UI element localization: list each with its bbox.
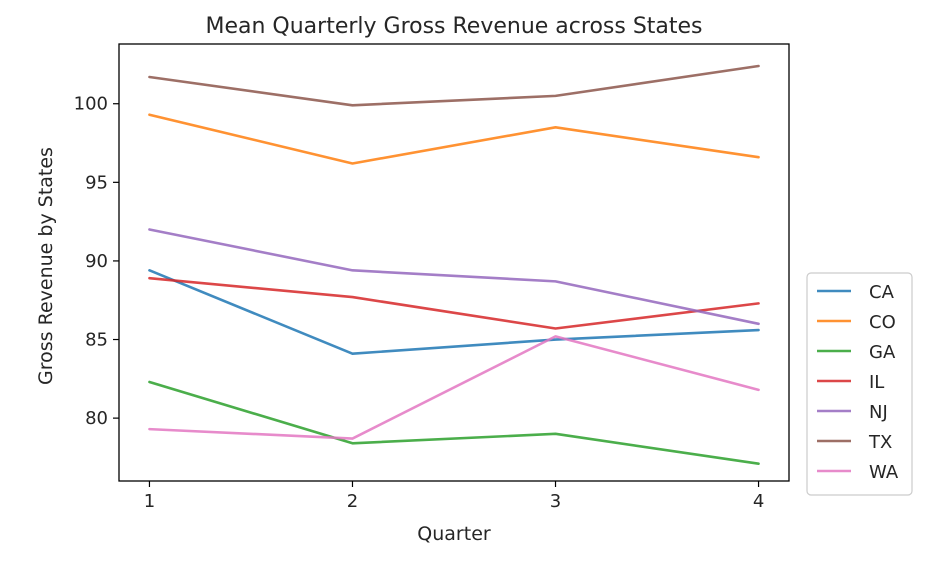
- legend-frame: [806, 272, 913, 496]
- chart-title: Mean Quarterly Gross Revenue across Stat…: [205, 14, 702, 39]
- y-tick-label: 80: [85, 408, 108, 429]
- x-tick-label: 1: [144, 491, 155, 512]
- legend-label-ca: CA: [869, 282, 895, 303]
- legend: CA CO GA IL NJ TX WA: [806, 272, 913, 496]
- legend-label-nj: NJ: [869, 402, 888, 423]
- series-line-ca: [148, 269, 760, 355]
- axes-frame: [118, 43, 790, 482]
- series-line-wa: [148, 335, 760, 440]
- legend-label-co: CO: [869, 312, 896, 333]
- legend-label-wa: WA: [869, 462, 899, 483]
- y-tick-label: 95: [85, 172, 108, 193]
- y-tick-label: 90: [85, 251, 108, 272]
- y-tick-label: 100: [74, 94, 108, 115]
- legend-label-tx: TX: [868, 432, 892, 453]
- series-line-tx: [148, 64, 760, 107]
- x-axis-label: Quarter: [417, 523, 491, 545]
- series-line-nj: [148, 228, 760, 326]
- legend-label-ga: GA: [869, 342, 896, 363]
- y-axis-label: Gross Revenue by States: [35, 147, 57, 385]
- series-line-il: [148, 276, 760, 330]
- plot-area: 1 2 3 4 80 85 90 95 100: [74, 43, 790, 512]
- y-tick-label: 85: [85, 330, 108, 351]
- x-tick-label: 4: [753, 491, 764, 512]
- legend-label-il: IL: [869, 372, 884, 393]
- x-tick-label: 3: [550, 491, 561, 512]
- series-line-co: [148, 113, 760, 165]
- series-line-ga: [148, 380, 760, 466]
- x-tick-label: 2: [347, 491, 358, 512]
